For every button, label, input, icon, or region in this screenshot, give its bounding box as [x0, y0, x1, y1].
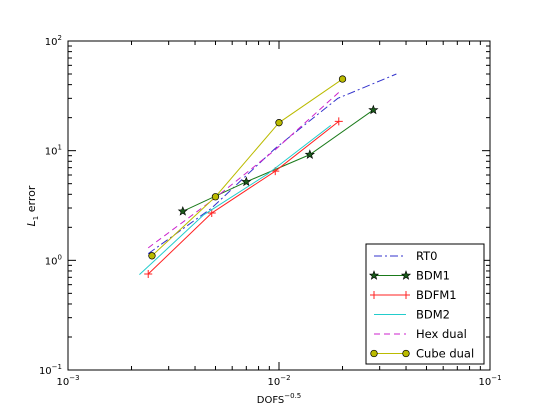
series-line-rt0 — [147, 73, 397, 255]
series-hex-dual — [147, 92, 340, 249]
x-tick-label-2-exp: −1 — [491, 374, 501, 382]
legend-marker-bdfm1 — [370, 291, 378, 299]
series-cube-dual — [148, 75, 347, 260]
y-tick-label-3-exp: 2 — [58, 34, 62, 42]
series-layer — [139, 73, 397, 279]
y-tick-label-1-base: 10 — [45, 256, 58, 267]
series-line-cube-dual — [151, 78, 343, 257]
data-point-bdfm1 — [144, 270, 153, 279]
x-axis-label: DOFS−0.5 — [257, 392, 302, 406]
x-tick-label-1-base: 10 — [267, 377, 280, 388]
y-tick-label-1-exp: 0 — [58, 253, 62, 261]
y-axis-label-rest: error — [25, 185, 38, 216]
x-tick-label-1-exp: −2 — [280, 374, 290, 382]
y-tick-label-0-base: 10 — [39, 366, 52, 377]
x-axis-label-text: DOFS — [257, 395, 285, 406]
x-tick-label-2-base: 10 — [478, 377, 491, 388]
data-point-bdm1 — [368, 104, 379, 115]
x-tick-label-0: 10−3 — [56, 374, 79, 388]
series-bdm2 — [139, 124, 332, 276]
data-point-cube-dual — [338, 75, 347, 83]
data-point-bdm1 — [241, 176, 252, 187]
y-axis-label: L1 error — [25, 185, 40, 226]
y-tick-label-1: 100 — [45, 253, 62, 267]
legend-label-hex-dual: Hex dual — [416, 327, 467, 341]
series-line-hex-dual — [147, 92, 340, 249]
y-axis-label-main: L — [25, 220, 38, 226]
legend-label-cube-dual: Cube dual — [416, 347, 474, 361]
legend-label-bdfm1: BDFM1 — [416, 288, 457, 302]
data-point-cube-dual — [211, 193, 220, 201]
x-tick-label-2: 10−1 — [478, 374, 501, 388]
data-point-cube-dual — [275, 119, 283, 127]
data-point-bdfm1 — [207, 209, 216, 218]
y-tick-label-3-base: 10 — [45, 37, 58, 48]
y-tick-label-2-exp: 1 — [58, 144, 62, 152]
y-tick-label-0-exp: −1 — [52, 363, 62, 371]
x-axis-label-sup: −0.5 — [284, 392, 301, 400]
series-line-bdm2 — [139, 124, 332, 276]
legend-label-bdm2: BDM2 — [416, 308, 450, 322]
x-tick-label-0-base: 10 — [56, 377, 69, 388]
legend-marker-bdm1 — [368, 270, 380, 280]
data-point-bdm1 — [304, 149, 315, 159]
legend-marker-bdfm1 — [402, 291, 410, 299]
series-rt0 — [147, 73, 397, 255]
y-tick-label-2-base: 10 — [45, 147, 58, 158]
y-tick-label-0: 10−1 — [39, 363, 62, 377]
legend-label-bdm1: BDM1 — [416, 269, 450, 283]
series-bdfm1 — [144, 117, 343, 279]
y-tick-label-3: 102 — [45, 34, 62, 48]
legend-label-rt0: RT0 — [416, 249, 438, 263]
x-tick-label-1: 10−2 — [267, 374, 290, 388]
legend-marker-cube-dual — [402, 349, 410, 358]
data-point-bdfm1 — [334, 117, 343, 126]
y-tick-label-2: 101 — [45, 144, 62, 158]
y-axis-label-sub: 1 — [32, 216, 40, 220]
legend: RT0 BDM1 BDFM1 BDM2 Hex dual Cube dual — [365, 243, 485, 365]
legend-box — [365, 243, 485, 365]
legend-marker-bdm1 — [400, 270, 412, 280]
data-point-cube-dual — [148, 252, 156, 260]
legend-marker-cube-dual — [370, 349, 378, 358]
series-line-bdfm1 — [147, 120, 340, 275]
x-tick-label-0-exp: −3 — [69, 374, 79, 382]
data-point-bdm1 — [177, 205, 188, 216]
